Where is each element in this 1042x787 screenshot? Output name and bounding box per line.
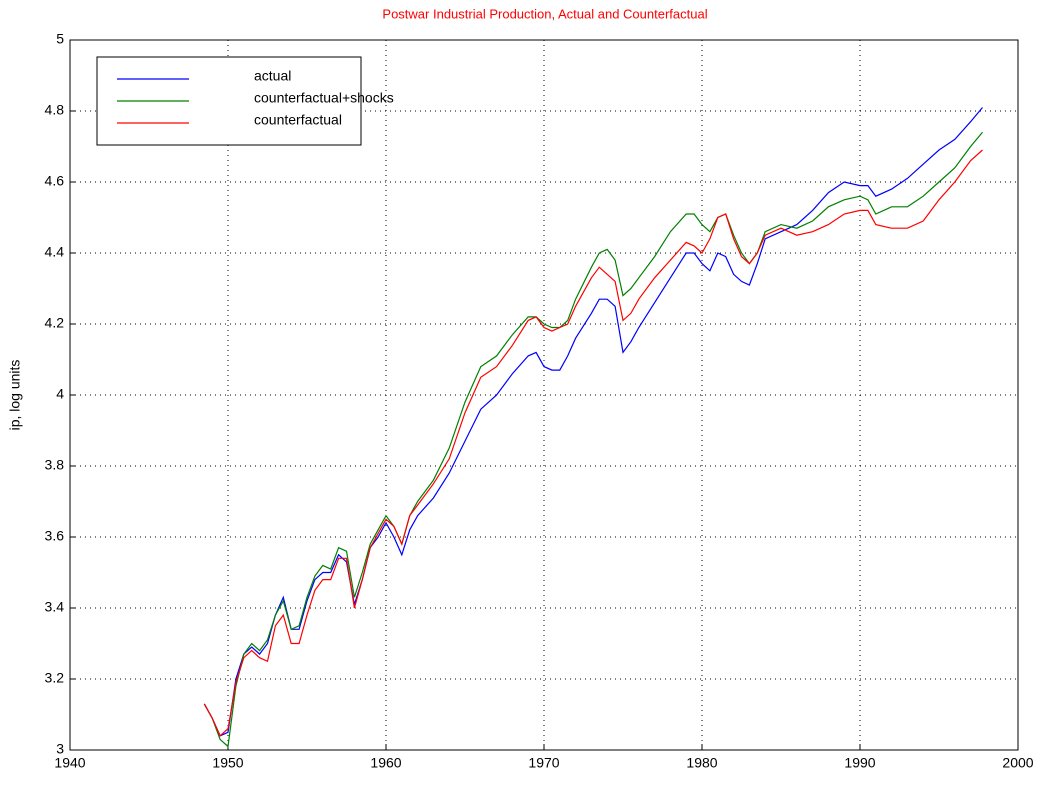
- series-line: [203, 107, 983, 737]
- y-tick-label: 3.2: [45, 670, 65, 686]
- y-tick-label: 4.8: [45, 102, 65, 118]
- legend-label: counterfactual: [254, 112, 342, 128]
- y-tick-label: 4.2: [45, 315, 65, 331]
- x-tick-label: 1980: [686, 755, 717, 771]
- y-tick-label: 3: [56, 741, 64, 757]
- y-tick-label: 4.6: [45, 173, 65, 189]
- x-tick-label: 1990: [844, 755, 875, 771]
- x-tick-label: 1950: [212, 755, 243, 771]
- y-tick-label: 3.4: [45, 599, 65, 615]
- plot-frame: [69, 39, 1019, 751]
- legend-label: actual: [254, 68, 291, 84]
- y-tick-label: 4: [56, 386, 64, 402]
- x-tick-label: 1940: [54, 755, 85, 771]
- series-line: [203, 131, 983, 748]
- legend-label: counterfactual+shocks: [254, 90, 394, 106]
- y-tick-label: 3.6: [45, 528, 65, 544]
- x-tick-label: 1970: [528, 755, 559, 771]
- y-tick-label: 5: [56, 31, 64, 47]
- chart-title: Postwar Industrial Production, Actual an…: [382, 6, 707, 21]
- y-axis-label: ip, log units: [7, 360, 23, 431]
- y-tick-label: 3.8: [45, 457, 65, 473]
- series-line: [203, 149, 983, 737]
- y-tick-label: 4.4: [45, 244, 65, 260]
- x-tick-label: 1960: [370, 755, 401, 771]
- x-tick-label: 2000: [1002, 755, 1033, 771]
